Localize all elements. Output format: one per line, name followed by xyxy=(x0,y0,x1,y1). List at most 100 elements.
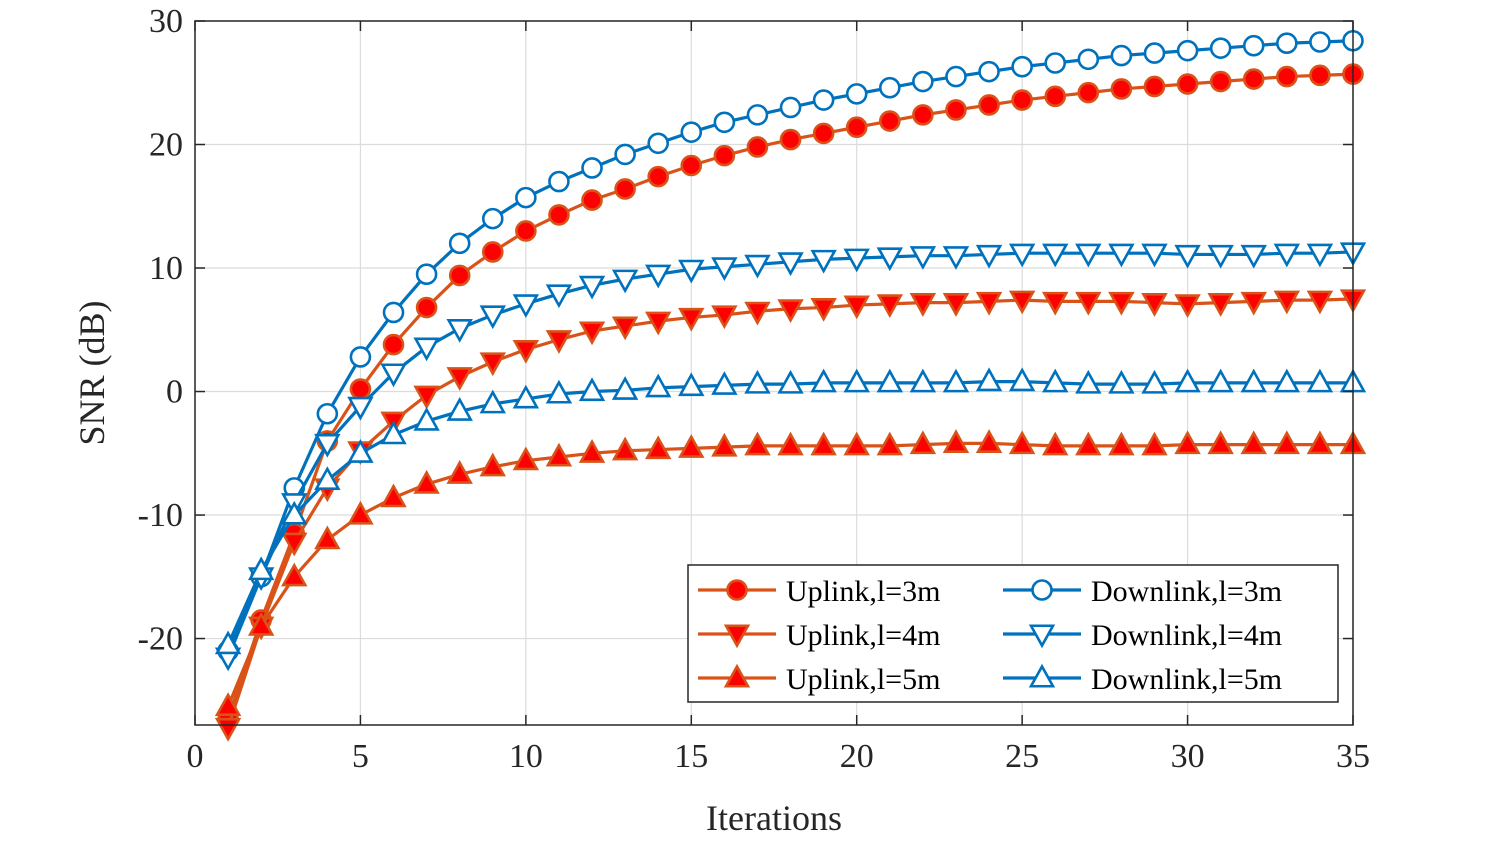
data-point xyxy=(812,122,835,145)
data-point xyxy=(316,402,339,425)
legend-label: Downlink,l=4m xyxy=(1091,619,1282,652)
data-point xyxy=(644,373,672,398)
data-point xyxy=(1273,290,1301,315)
data-point xyxy=(1306,430,1334,455)
y-tick-label: -20 xyxy=(138,621,183,658)
data-point xyxy=(380,363,407,388)
data-point xyxy=(876,431,904,456)
data-point xyxy=(415,296,438,319)
data-point xyxy=(909,368,937,393)
data-point xyxy=(382,333,405,356)
series-5 xyxy=(214,367,1367,655)
data-point xyxy=(1008,243,1036,268)
data-point xyxy=(942,429,970,453)
data-point xyxy=(314,466,341,491)
data-point xyxy=(1044,85,1067,108)
data-point xyxy=(975,429,1003,453)
legend-item: Downlink,l=3m xyxy=(1003,575,1282,608)
data-point xyxy=(1042,431,1069,456)
data-point xyxy=(578,321,606,346)
data-point xyxy=(1207,293,1234,317)
data-point xyxy=(314,525,341,550)
data-point xyxy=(479,305,506,330)
data-point xyxy=(1075,291,1102,316)
data-point xyxy=(581,189,603,211)
data-point xyxy=(1240,430,1267,455)
y-tick-label: 20 xyxy=(149,127,183,164)
data-point xyxy=(578,377,606,402)
data-point xyxy=(415,263,438,285)
data-point xyxy=(876,294,904,319)
data-point xyxy=(1108,431,1135,456)
data-point xyxy=(578,275,606,300)
data-point xyxy=(845,116,868,139)
legend-item: Downlink,l=4m xyxy=(1003,619,1282,652)
data-point xyxy=(1044,52,1067,74)
x-tick-label: 10 xyxy=(509,738,543,775)
data-point xyxy=(214,717,242,742)
data-point xyxy=(647,165,670,188)
data-point xyxy=(744,431,771,456)
data-point xyxy=(711,257,738,282)
y-tick-label: -10 xyxy=(138,497,183,534)
data-point xyxy=(1110,78,1133,100)
data-point xyxy=(810,431,837,456)
data-point xyxy=(945,65,967,88)
data-point xyxy=(446,367,473,391)
data-point xyxy=(214,692,242,717)
data-point xyxy=(349,378,372,400)
data-point xyxy=(810,368,837,393)
data-point xyxy=(1273,368,1301,393)
legend-item: Uplink,l=5m xyxy=(698,663,940,696)
data-point xyxy=(942,246,970,270)
data-point xyxy=(413,406,440,431)
data-point xyxy=(1174,368,1201,393)
legend-label: Downlink,l=3m xyxy=(1091,575,1282,608)
series-layer xyxy=(214,29,1367,742)
data-point xyxy=(942,293,970,317)
data-point xyxy=(545,284,573,309)
y-tick-label: 10 xyxy=(149,250,183,287)
data-point xyxy=(975,244,1003,269)
data-point xyxy=(578,439,606,463)
legend-label: Downlink,l=5m xyxy=(1091,663,1282,696)
data-point xyxy=(746,104,769,126)
data-point xyxy=(678,307,705,332)
data-point xyxy=(448,232,471,255)
data-point xyxy=(481,207,504,230)
data-point xyxy=(545,330,573,354)
data-point xyxy=(214,630,242,655)
data-point xyxy=(1077,81,1100,104)
data-point xyxy=(1273,243,1301,268)
data-point xyxy=(347,396,374,421)
data-point xyxy=(1143,42,1166,64)
data-point xyxy=(912,104,934,126)
x-tick-label: 30 xyxy=(1171,738,1205,775)
data-point xyxy=(545,379,573,404)
data-point xyxy=(978,60,1000,83)
data-point xyxy=(1174,294,1201,319)
data-point xyxy=(711,305,738,330)
data-point xyxy=(446,318,473,343)
data-point xyxy=(1207,430,1234,455)
data-point xyxy=(843,368,870,393)
data-point xyxy=(678,434,705,458)
data-point xyxy=(548,204,570,226)
data-point xyxy=(744,254,771,279)
legend-item: Uplink,l=4m xyxy=(698,619,940,652)
data-point xyxy=(680,154,703,177)
data-point xyxy=(614,178,636,200)
data-point xyxy=(611,316,639,341)
data-point xyxy=(777,252,804,277)
data-point xyxy=(845,83,868,105)
legend-marker xyxy=(723,663,751,688)
x-tick-label: 20 xyxy=(840,738,874,775)
data-point xyxy=(1042,368,1069,393)
data-point xyxy=(1075,243,1102,268)
data-point xyxy=(515,186,537,209)
data-point xyxy=(548,170,570,193)
series-1 xyxy=(214,289,1367,742)
data-point xyxy=(413,469,440,494)
data-point xyxy=(843,431,870,456)
